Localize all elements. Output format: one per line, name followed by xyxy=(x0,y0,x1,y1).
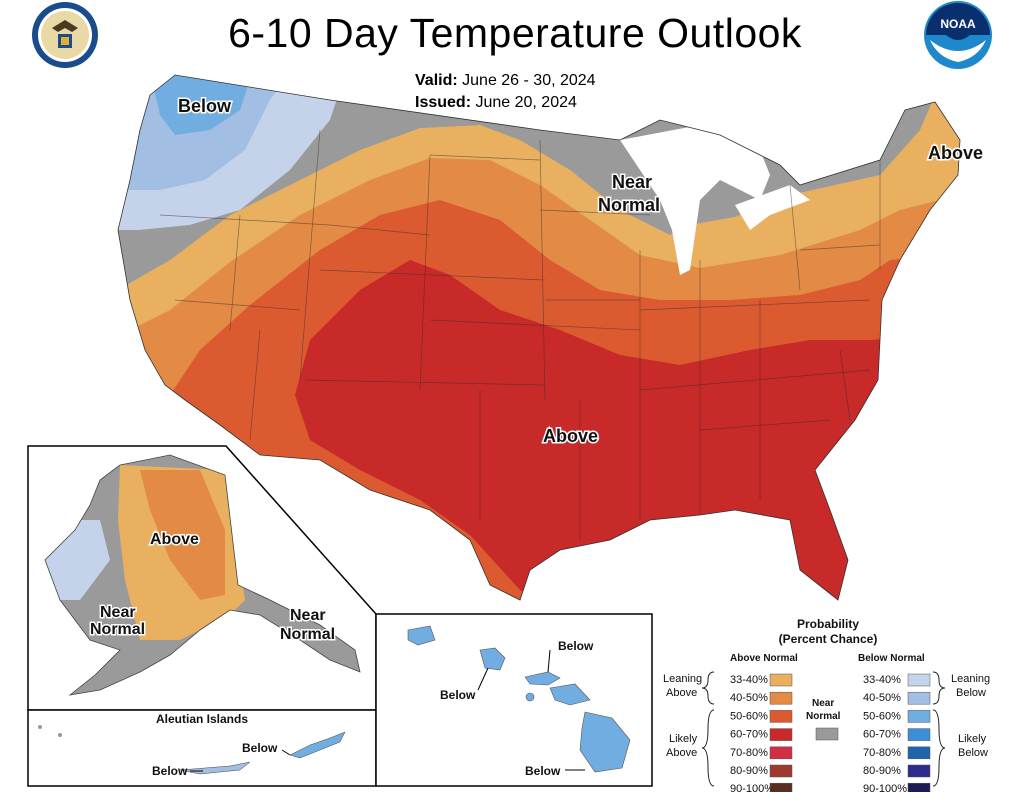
legend-above-rows: 33-40% 40-50% 50-60% 60-70% 70-80% 80-90% 90-1… xyxy=(730,673,793,792)
conus-normal-label: Normal xyxy=(598,195,660,215)
legend-likely-above-1: Likely xyxy=(669,733,698,745)
valid-label: Valid: xyxy=(415,72,458,89)
legend-below-swatch-4 xyxy=(907,728,931,741)
legend-below-swatch-5 xyxy=(907,746,931,760)
ak-near-west-label: Near xyxy=(100,604,136,621)
conus-below-label: Below xyxy=(178,96,232,116)
conus-map xyxy=(118,75,960,600)
ak-near-east-label: Near xyxy=(290,607,326,624)
department-of-commerce-seal-icon xyxy=(32,2,98,68)
hawaii-islands-shapes xyxy=(407,625,631,773)
legend-below-label-7: 90-100% xyxy=(863,783,907,792)
legend-title-2: (Percent Chance) xyxy=(779,632,878,646)
legend-below-swatch-7 xyxy=(907,782,931,792)
legend-below-rows: 33-40% 40-50% 50-60% 60-70% 70-80% 80-90% 90-1… xyxy=(863,673,931,792)
aleutian-below-label-1: Below xyxy=(242,741,278,755)
issued-label: Issued: xyxy=(415,94,472,111)
legend-likely-below-2: Below xyxy=(958,747,988,759)
legend-near-header-1: Near xyxy=(812,698,834,709)
legend-above-label-5: 70-80% xyxy=(730,747,768,759)
legend-leaning-above-2: Above xyxy=(666,687,697,699)
legend-below-label-6: 80-90% xyxy=(863,765,901,777)
conus-near-normal-band xyxy=(118,75,540,300)
legend-below-swatch-3 xyxy=(907,710,931,723)
legend-near-normal-swatch xyxy=(815,727,839,741)
hi-below-label-3: Below xyxy=(525,764,561,778)
legend-above-label-4: 60-70% xyxy=(730,729,768,741)
conus-above-60-70-zone xyxy=(295,260,960,600)
legend-below-label-5: 70-80% xyxy=(863,747,901,759)
legend-leaning-below-1: Leaning xyxy=(951,673,990,685)
legend-title-1: Probability xyxy=(797,617,859,631)
issued-date: Issued: June 20, 2024 xyxy=(415,94,577,112)
legend-above-label-2: 40-50% xyxy=(730,692,768,704)
noaa-logo-icon: NOAA xyxy=(924,1,992,69)
noaa-logo-text: NOAA xyxy=(940,17,976,31)
legend-below-swatch-1 xyxy=(907,673,931,687)
legend-below-swatch-2 xyxy=(907,691,931,705)
legend-likely-below-1: Likely xyxy=(958,733,987,745)
legend-below-label-2: 40-50% xyxy=(863,692,901,704)
valid-value: June 26 - 30, 2024 xyxy=(462,72,596,89)
legend-above-label-3: 50-60% xyxy=(730,710,768,722)
legend-near-header-2: Normal xyxy=(806,711,841,722)
aleutian-below-label-2: Below xyxy=(152,764,188,778)
ak-normal-west-label: Normal xyxy=(90,621,145,638)
page-title: 6-10 Day Temperature Outlook xyxy=(228,10,802,56)
legend-above-swatch-2 xyxy=(769,691,793,705)
legend: Probability (Percent Chance) Above Norma… xyxy=(663,617,990,792)
conus-great-lakes-leaning-above xyxy=(690,215,750,265)
hi-below-label-1: Below xyxy=(558,639,594,653)
legend-above-swatch-3 xyxy=(769,710,793,723)
legend-below-label-1: 33-40% xyxy=(863,674,901,686)
legend-below-header: Below Normal xyxy=(858,653,925,664)
legend-above-label-1: 33-40% xyxy=(730,674,768,686)
conus-near-label: Near xyxy=(612,172,652,192)
aleutian-title: Aleutian Islands xyxy=(156,712,248,726)
valid-dates: Valid: June 26 - 30, 2024 xyxy=(415,72,596,90)
legend-leaning-above-1: Leaning xyxy=(663,673,702,685)
legend-below-label-3: 50-60% xyxy=(863,710,901,722)
conus-above-ne-label: Above xyxy=(928,143,983,163)
legend-above-swatch-5 xyxy=(769,746,793,760)
legend-above-header: Above Normal xyxy=(730,653,798,664)
legend-above-swatch-4 xyxy=(769,728,793,741)
legend-below-label-4: 60-70% xyxy=(863,729,901,741)
legend-below-swatch-6 xyxy=(907,764,931,778)
ak-normal-east-label: Normal xyxy=(280,626,335,643)
legend-above-swatch-1 xyxy=(769,673,793,687)
legend-above-swatch-7 xyxy=(769,782,793,792)
great-lakes-water xyxy=(620,125,770,275)
ak-above-label: Above xyxy=(150,531,199,548)
legend-above-label-7: 90-100% xyxy=(730,783,774,792)
legend-leaning-below-2: Below xyxy=(956,687,986,699)
conus-above-south-label: Above xyxy=(543,426,598,446)
issued-value: June 20, 2024 xyxy=(475,94,577,111)
legend-likely-above-2: Above xyxy=(666,747,697,759)
legend-above-label-6: 80-90% xyxy=(730,765,768,777)
legend-above-swatch-6 xyxy=(769,764,793,778)
conus-below-50-60-zone xyxy=(150,75,250,135)
hi-below-label-2: Below xyxy=(440,688,476,702)
